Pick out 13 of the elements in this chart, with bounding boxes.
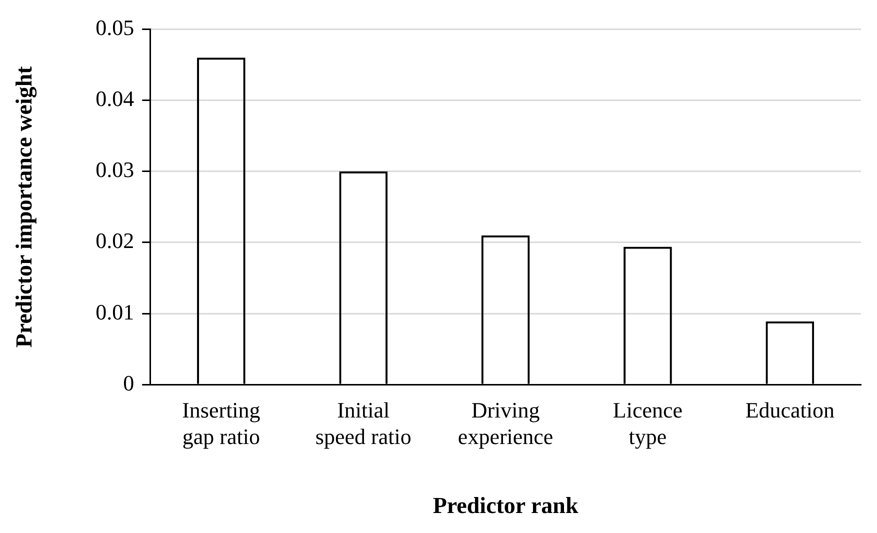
x-tick-label: Driving experience bbox=[458, 398, 554, 449]
x-tick-label: Licence type bbox=[612, 398, 683, 449]
x-tick-label: Initial speed ratio bbox=[315, 398, 412, 449]
y-tick-label: 0.01 bbox=[96, 299, 134, 324]
y-axis-title: Predictor importance weight bbox=[12, 66, 38, 348]
y-tick-label: 0.03 bbox=[96, 157, 134, 182]
x-axis-title: Predictor rank bbox=[432, 493, 578, 518]
x-tick-label: Education bbox=[745, 398, 835, 423]
x-tick-label: Inserting gap ratio bbox=[182, 398, 260, 449]
y-tick-label: 0.02 bbox=[96, 228, 134, 254]
y-tick-label: 0.04 bbox=[96, 86, 134, 112]
y-tick-label: 0 bbox=[123, 370, 134, 396]
y-tick-label: 0.05 bbox=[96, 14, 134, 40]
